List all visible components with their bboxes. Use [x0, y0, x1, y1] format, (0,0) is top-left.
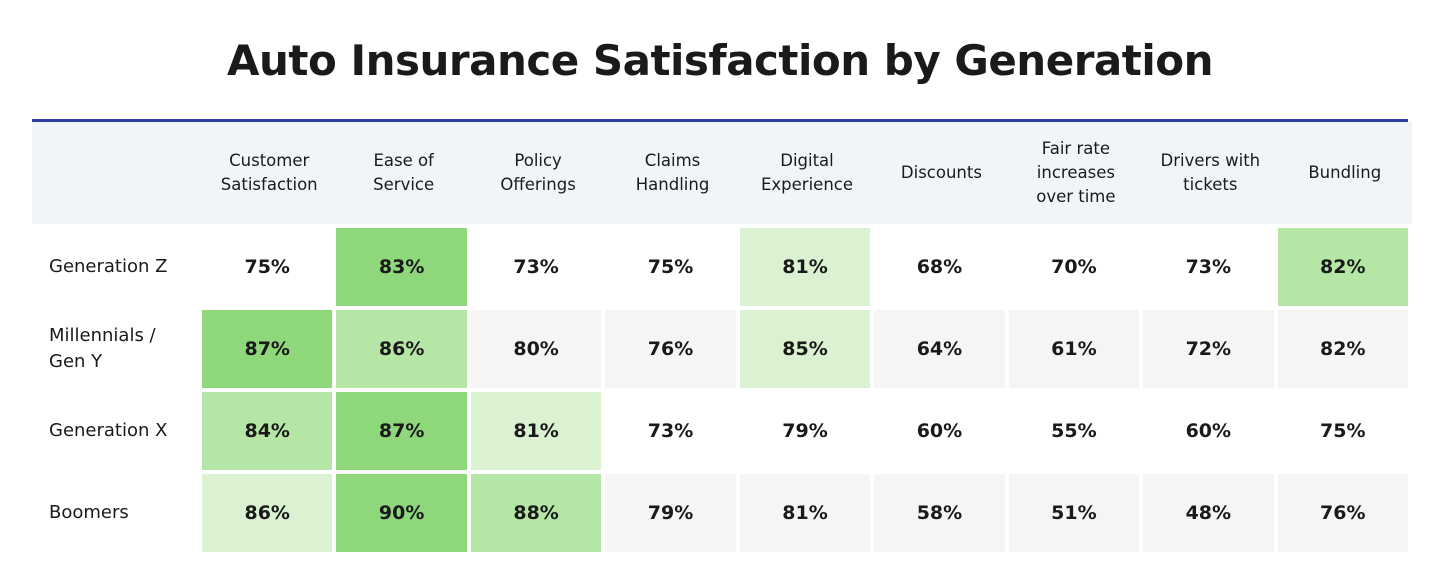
data-cell: 81% [739, 474, 871, 552]
data-cell: 82% [1277, 228, 1408, 306]
column-header: Fair rate increases over time [1008, 122, 1144, 224]
column-header: Policy Offerings [470, 122, 606, 224]
data-cell: 51% [1008, 474, 1140, 552]
column-header: Discounts [874, 122, 1009, 224]
data-cell: 79% [605, 474, 736, 552]
data-cell: 86% [202, 474, 333, 552]
title: Auto Insurance Satisfaction by Generatio… [227, 36, 1213, 85]
data-cell: 84% [202, 392, 333, 470]
data-cell: 76% [605, 310, 736, 388]
column-header: Ease of Service [336, 122, 471, 224]
column-header: Digital Experience [739, 122, 875, 224]
data-cell: 75% [202, 228, 333, 306]
data-cell: 75% [605, 228, 736, 306]
data-cell: 81% [739, 228, 871, 306]
data-cell: 55% [1008, 392, 1140, 470]
data-cell: 82% [1277, 310, 1408, 388]
data-cell: 87% [336, 392, 467, 470]
table: Customer Satisfaction Ease of Service Poli… [32, 119, 1412, 552]
column-header: Customer Satisfaction [202, 122, 337, 224]
data-cell: 87% [202, 310, 333, 388]
row-label: Boomers [49, 502, 129, 523]
data-cell: 81% [470, 392, 602, 470]
data-cell: 85% [739, 310, 871, 388]
data-cell: 60% [1143, 392, 1274, 470]
data-cell: 86% [336, 310, 467, 388]
data-cell: 68% [874, 228, 1005, 306]
data-cell: 80% [470, 310, 602, 388]
header-corner [32, 122, 202, 224]
column-header: Bundling [1277, 122, 1412, 224]
data-cell: 72% [1143, 310, 1274, 388]
data-cell: 76% [1277, 474, 1408, 552]
data-cell: 83% [336, 228, 467, 306]
data-cell: 48% [1143, 474, 1274, 552]
data-cell: 79% [739, 392, 871, 470]
row-label: Generation X [49, 420, 168, 441]
data-cell: 60% [874, 392, 1005, 470]
data-cell: 70% [1008, 228, 1140, 306]
column-header: Claims Handling [605, 122, 740, 224]
data-cell: 88% [470, 474, 602, 552]
data-cell: 73% [1143, 228, 1274, 306]
data-cell: 90% [336, 474, 467, 552]
data-cell: 73% [605, 392, 736, 470]
column-header: Drivers with tickets [1143, 122, 1278, 224]
data-cell: 58% [874, 474, 1005, 552]
data-cell: 73% [470, 228, 602, 306]
data-cell: 64% [874, 310, 1005, 388]
row-label: Millennials / Gen Y [49, 325, 156, 372]
data-cell: 61% [1008, 310, 1140, 388]
row-label: Generation Z [49, 256, 168, 277]
data-cell: 75% [1277, 392, 1408, 470]
